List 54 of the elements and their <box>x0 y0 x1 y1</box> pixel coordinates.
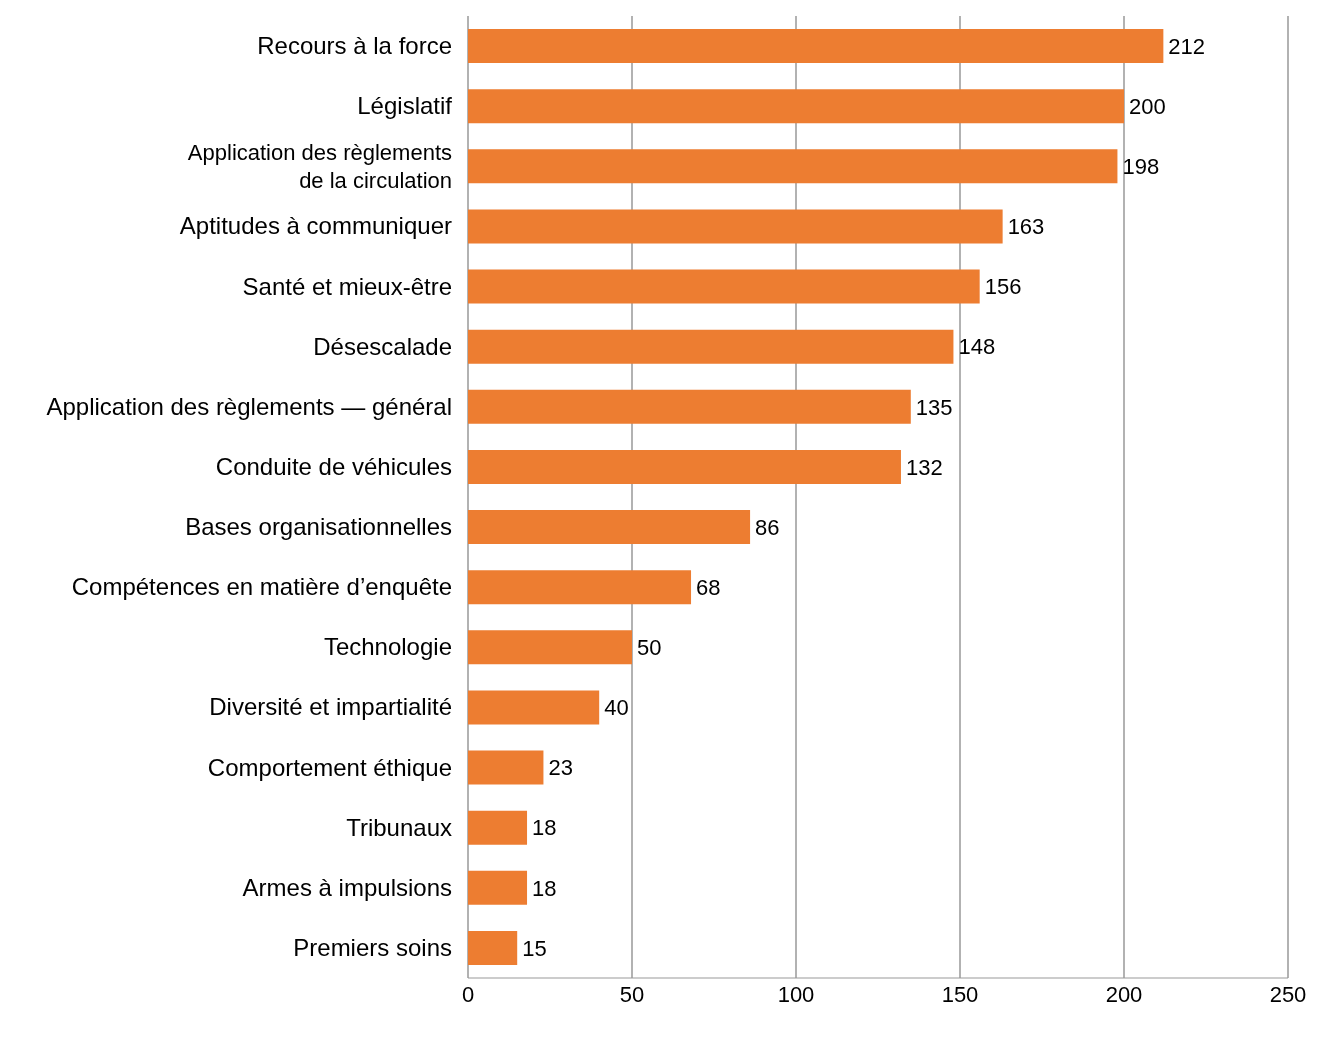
data-label: 50 <box>637 635 662 661</box>
bar <box>468 690 600 725</box>
x-tick-label: 0 <box>461 981 475 1007</box>
data-label: 198 <box>1122 154 1160 180</box>
data-label: 15 <box>522 935 547 961</box>
data-label: 18 <box>532 815 557 841</box>
y-tick-label: Désescalade <box>313 332 452 360</box>
bar <box>468 29 1164 63</box>
x-tick-label: 200 <box>1105 981 1143 1007</box>
y-tick-label: Premiers soins <box>293 933 452 961</box>
y-tick-label: Comportement éthique <box>207 753 452 781</box>
x-tick-label: 150 <box>941 981 979 1007</box>
bar <box>468 149 1118 184</box>
bar <box>468 389 911 424</box>
y-tick-label: Conduite de véhicules <box>215 452 452 480</box>
bar <box>468 750 544 785</box>
data-label: 132 <box>905 454 943 480</box>
bar <box>468 630 632 665</box>
data-label: 86 <box>755 514 780 540</box>
x-tick-label: 100 <box>777 981 815 1007</box>
y-tick-label: Application des règlements — général <box>46 392 452 420</box>
data-label: 163 <box>1007 214 1045 240</box>
data-label: 156 <box>984 274 1022 300</box>
bar <box>468 810 528 845</box>
bar <box>468 209 1003 244</box>
y-tick-label: Législatif <box>357 92 453 120</box>
y-tick-label: Recours à la force <box>257 32 452 60</box>
bar <box>468 870 528 905</box>
bar <box>468 449 901 484</box>
data-label: 148 <box>958 334 996 360</box>
bar <box>468 930 518 965</box>
data-label: 23 <box>548 755 573 781</box>
bar <box>468 89 1124 124</box>
y-tick-label: Application des règlements de la circulation <box>187 140 452 194</box>
data-label: 68 <box>696 574 721 600</box>
y-tick-label: Tribunaux <box>346 813 452 841</box>
bar <box>468 329 954 364</box>
y-tick-label: Technologie <box>323 633 452 661</box>
data-label: 40 <box>604 695 629 721</box>
y-tick-label: Armes à impulsions <box>242 873 452 901</box>
y-tick-label: Compétences en matière d’enquête <box>71 573 452 601</box>
y-tick-label: Santé et mieux-être <box>242 272 452 300</box>
x-tick-label: 250 <box>1269 981 1307 1007</box>
bar <box>468 510 751 544</box>
x-tick-label: 50 <box>619 981 645 1007</box>
data-label: 212 <box>1168 33 1206 59</box>
data-label: 18 <box>532 875 557 901</box>
y-tick-label: Bases organisationnelles <box>185 513 452 541</box>
y-tick-label: Aptitudes à communiquer <box>179 212 452 240</box>
data-label: 200 <box>1129 93 1166 119</box>
bar <box>468 570 692 605</box>
data-label: 135 <box>915 394 953 420</box>
y-tick-label: Diversité et impartialité <box>209 693 452 721</box>
bar <box>468 269 980 304</box>
